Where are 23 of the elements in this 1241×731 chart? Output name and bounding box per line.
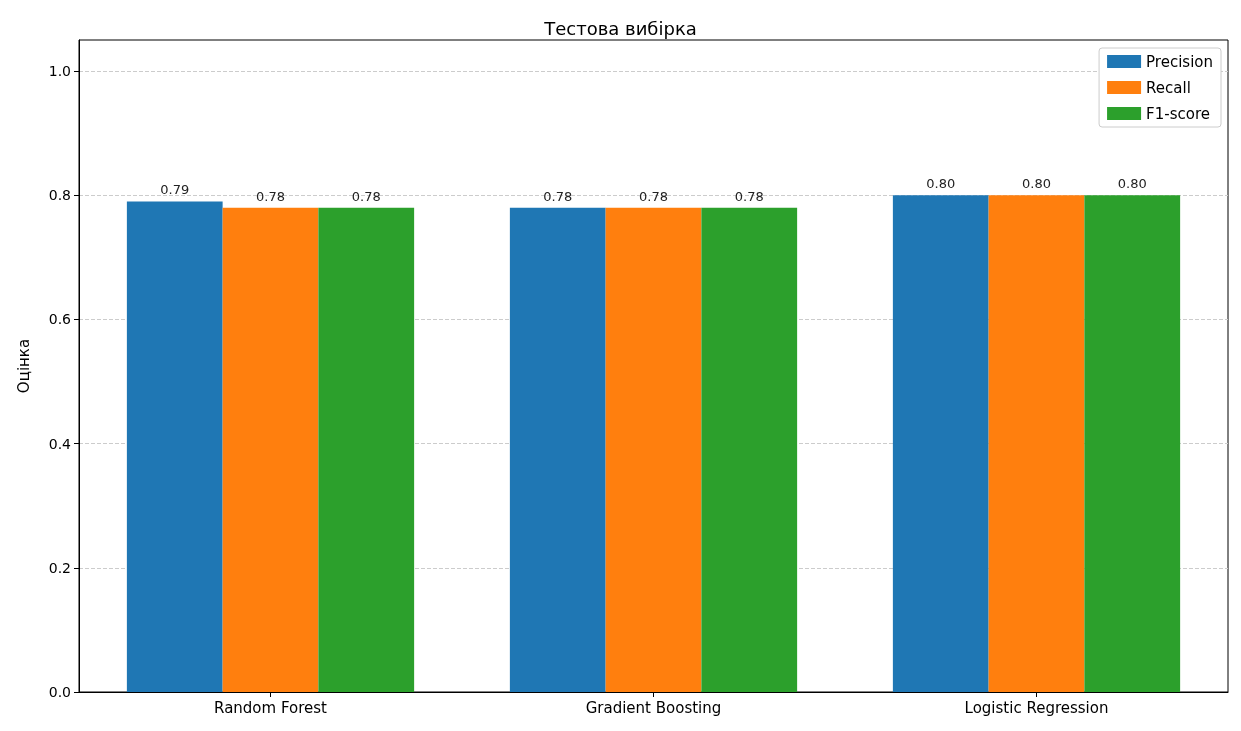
data-label: 0.80 [1117, 176, 1147, 192]
data-label: 0.80 [1022, 176, 1051, 192]
x-tick-label: Logistic Regression [964, 698, 1109, 717]
legend-label: F1-score [1146, 104, 1210, 123]
y-tick-label: 0.4 [48, 435, 72, 452]
x-tick-label: Random Forest [214, 698, 328, 717]
legend-label: Precision [1146, 52, 1214, 71]
y-tick-label: 0.0 [48, 684, 71, 700]
y-tick-label: 0.2 [48, 559, 71, 576]
chart-title: Тестова вибірка [543, 17, 697, 39]
data-label: 0.78 [351, 188, 381, 204]
legend-label: Recall [1146, 78, 1191, 97]
data-label: 0.78 [734, 188, 764, 204]
x-tick-label: Gradient Boosting [585, 698, 722, 717]
data-label: 0.78 [543, 188, 573, 204]
y-axis-title: Оцінка [14, 338, 33, 394]
data-label: 0.78 [256, 188, 285, 204]
y-tick-label: 1.0 [48, 63, 71, 80]
data-label: 0.80 [926, 176, 956, 192]
y-tick-label: 0.6 [48, 311, 72, 328]
data-label: 0.79 [160, 182, 190, 198]
y-tick-label: 0.8 [48, 187, 71, 204]
data-label: 0.78 [639, 188, 668, 204]
